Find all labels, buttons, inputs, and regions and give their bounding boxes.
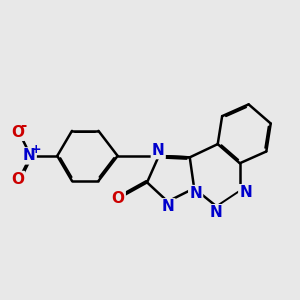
Text: O: O: [11, 172, 24, 187]
Text: N: N: [162, 199, 175, 214]
Text: N: N: [210, 205, 223, 220]
Text: N: N: [239, 185, 252, 200]
Text: +: +: [31, 143, 41, 156]
Text: N: N: [152, 143, 165, 158]
Text: N: N: [189, 186, 202, 201]
Text: N: N: [23, 148, 36, 164]
Text: O: O: [11, 125, 24, 140]
Text: O: O: [112, 191, 125, 206]
Text: -: -: [20, 118, 26, 134]
